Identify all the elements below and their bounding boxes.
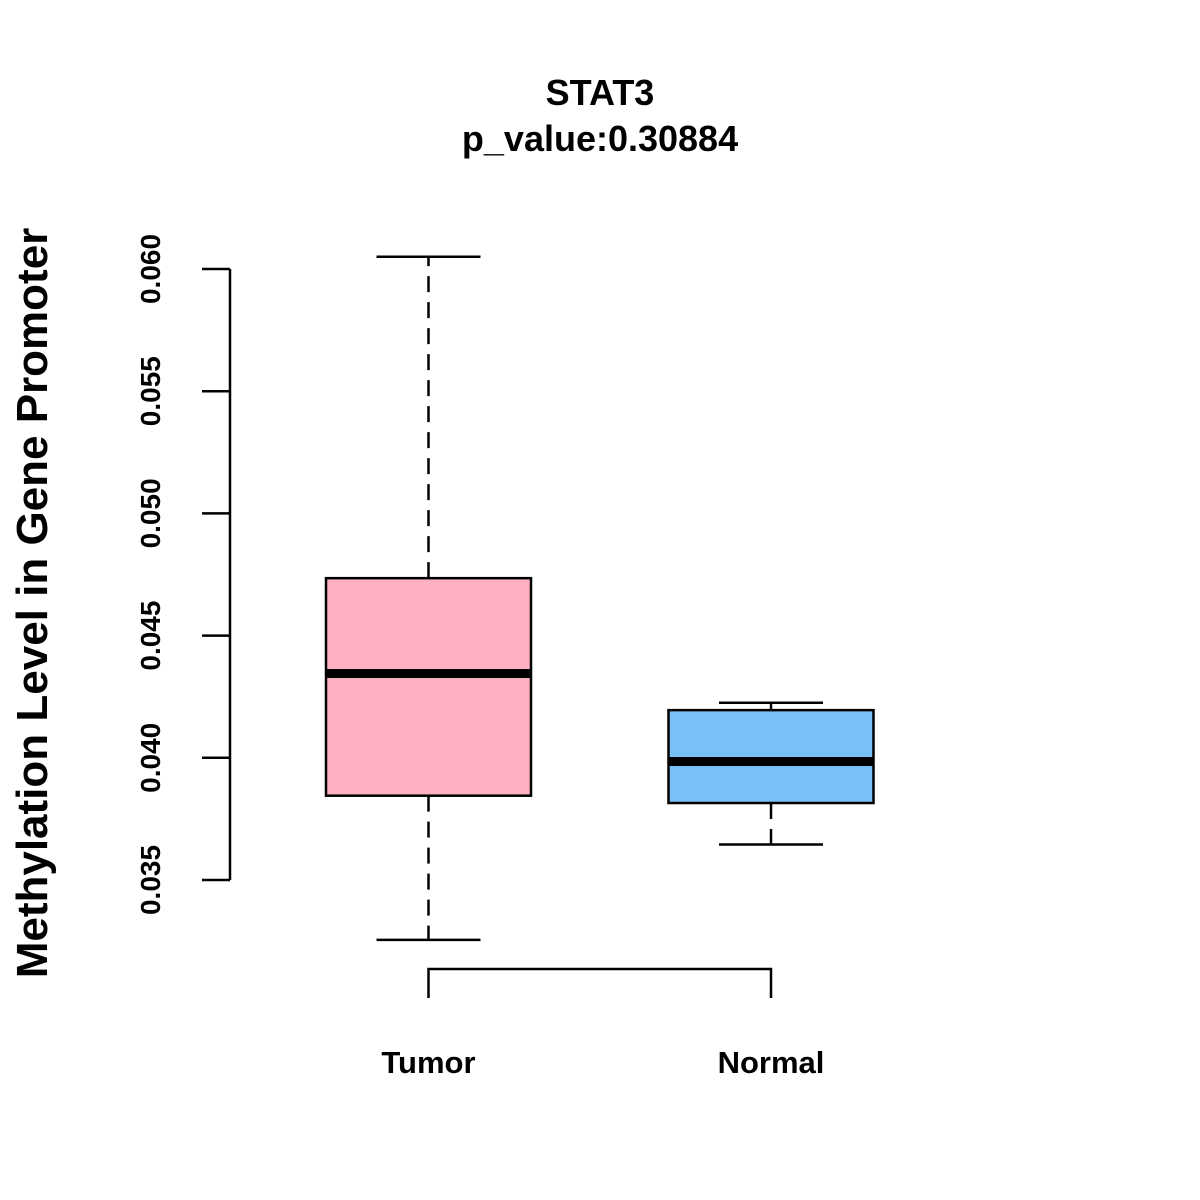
boxes [324,255,875,942]
x-axis-labels: Tumor Normal [381,1045,824,1080]
y-tick-label: 0.045 [135,601,166,671]
tumor-iqr-box [324,576,533,797]
y-tick-label: 0.040 [135,723,166,793]
comparison-bracket [427,967,773,998]
y-tick-label: 0.035 [135,845,166,915]
chart-title: STAT3 [546,72,655,113]
y-axis: 0.035 0.040 0.045 0.050 0.055 0.060 [135,234,232,915]
y-tick-label: 0.050 [135,478,166,548]
x-category-label: Normal [718,1045,825,1080]
normal-box-group [667,701,875,846]
y-tick-label: 0.060 [135,234,166,304]
tumor-box-group [324,255,533,942]
chart-subtitle: p_value:0.30884 [462,118,738,159]
bracket-line [427,967,773,998]
y-tick-label: 0.055 [135,356,166,426]
y-axis-label: Methylation Level in Gene Promoter [8,228,57,979]
x-category-label: Tumor [381,1045,475,1080]
normal-iqr-box [667,708,875,805]
